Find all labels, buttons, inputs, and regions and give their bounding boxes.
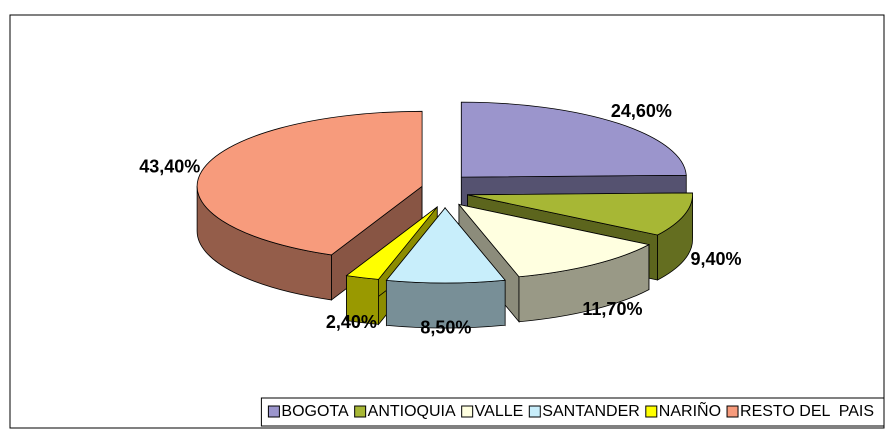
value-label: 9,40% [691, 249, 742, 269]
legend-label: SANTANDER [542, 403, 640, 420]
slice-group [385, 206, 506, 329]
legend: BOGOTA ANTIOQUIA VALLE SANTANDER NARIÑO RESTO… [260, 397, 885, 427]
value-label: 8,50% [420, 317, 471, 337]
legend-swatch [726, 405, 739, 418]
slice [345, 206, 438, 280]
legend-swatch [267, 405, 280, 418]
value-label: 11,70% [582, 299, 642, 319]
legend-label: VALLE [475, 403, 524, 420]
slice [460, 101, 687, 178]
slice [467, 192, 693, 236]
legend-swatch [354, 405, 367, 418]
value-label: 43,40% [139, 156, 200, 176]
value-label: 2,40% [326, 312, 377, 332]
slice-group [457, 203, 651, 323]
legend-swatch [645, 405, 658, 418]
value-label: 24,60% [611, 101, 672, 121]
legend-label: NARIÑO [659, 400, 721, 420]
legend-swatch [528, 405, 541, 418]
legend-swatch [461, 405, 474, 418]
slice [196, 110, 423, 256]
slice [385, 207, 506, 284]
legend-label: ANTIOQUIA [368, 403, 456, 420]
legend-label: RESTO DEL PAIS [740, 403, 874, 420]
legend-label: BOGOTA [281, 403, 349, 420]
slice [457, 203, 651, 278]
